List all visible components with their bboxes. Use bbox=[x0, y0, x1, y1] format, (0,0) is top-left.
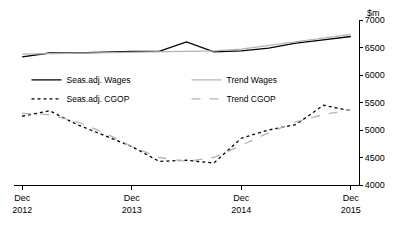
svg-text:5500: 5500 bbox=[365, 98, 385, 108]
svg-text:Dec2014: Dec2014 bbox=[231, 193, 251, 215]
svg-text:7000: 7000 bbox=[365, 15, 385, 25]
svg-text:6500: 6500 bbox=[365, 43, 385, 53]
svg-text:4500: 4500 bbox=[365, 153, 385, 163]
svg-text:Seas.adj. Wages: Seas.adj. Wages bbox=[67, 75, 131, 85]
svg-text:Dec2013: Dec2013 bbox=[122, 193, 142, 215]
svg-text:6000: 6000 bbox=[365, 70, 385, 80]
svg-text:Dec2012: Dec2012 bbox=[12, 193, 32, 215]
svg-text:4000: 4000 bbox=[365, 180, 385, 190]
svg-text:Trend CGOP: Trend CGOP bbox=[227, 94, 277, 104]
svg-text:$m: $m bbox=[367, 8, 380, 18]
svg-text:Trend Wages: Trend Wages bbox=[227, 75, 277, 85]
svg-text:Seas.adj. CGOP: Seas.adj. CGOP bbox=[67, 94, 130, 104]
svg-text:5000: 5000 bbox=[365, 125, 385, 135]
svg-text:Dec2015: Dec2015 bbox=[341, 193, 361, 215]
